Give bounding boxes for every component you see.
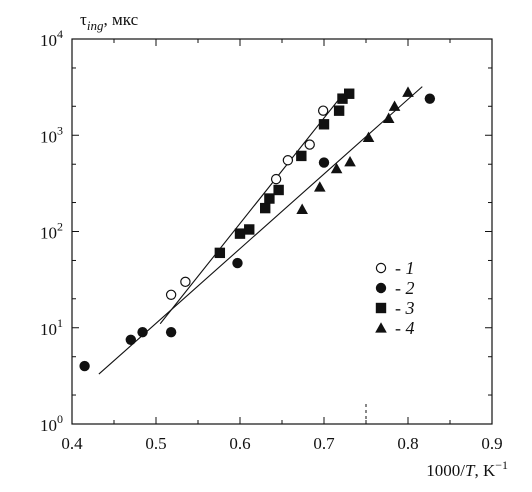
legend-label-1: - 1 [395, 258, 415, 278]
series-2-point [232, 257, 243, 269]
series-3-point [260, 202, 271, 214]
series-2-point [125, 334, 136, 345]
legend-marker-2 [375, 282, 387, 294]
series-1-point [165, 289, 177, 300]
axis-ticks [71, 38, 493, 425]
series-4-point [344, 155, 356, 167]
series-4-point [388, 100, 401, 111]
series-3-point [264, 193, 275, 204]
series-1-point [282, 155, 294, 166]
data-points [79, 86, 436, 372]
series-3-point [296, 150, 307, 162]
series-3-point [337, 93, 348, 104]
legend-marker-4 [375, 322, 387, 333]
series-3-point [234, 228, 246, 239]
x-tick-label: 0.7 [313, 434, 335, 453]
axis-tick-labels: 0.4 0.5 0.6 0.7 0.8 0.9 100 101 102 103 104 [40, 27, 503, 453]
legend-marker-1 [375, 262, 387, 274]
fit-1-3-line [159, 93, 344, 325]
y-tick-label: 100 [40, 412, 63, 435]
legend-label-2: - 2 [395, 278, 415, 298]
y-tick-label: 103 [40, 123, 63, 146]
series-2-point [318, 157, 330, 168]
x-axis-title: 1000/T, K−1 [426, 458, 508, 480]
series-1-point [180, 276, 191, 288]
series-1-point [304, 139, 315, 150]
series-4-point [402, 86, 414, 97]
series-3-point [244, 224, 255, 235]
series-4-point [314, 181, 326, 192]
x-tick-label: 0.8 [397, 434, 418, 453]
series-3-point [333, 105, 345, 116]
series-3-point [214, 247, 226, 259]
axis-titles: τing, мкс 1000/T, K−1 [80, 10, 508, 480]
x-tick-label: 0.9 [481, 434, 502, 453]
series-3-point [344, 88, 355, 99]
x-tick-label: 0.5 [145, 434, 166, 453]
x-tick-label: 0.4 [61, 434, 83, 453]
series-2-point [165, 326, 177, 338]
x-tick-label: 0.6 [229, 434, 250, 453]
legend-marker-3 [375, 302, 387, 314]
series-2-point [79, 360, 90, 372]
y-axis-title: τing, мкс [80, 10, 139, 33]
series-2-point [137, 326, 148, 338]
series-4-point [362, 131, 375, 143]
y-tick-label: 101 [40, 316, 63, 339]
y-tick-label: 102 [40, 220, 63, 243]
series-3-point [273, 184, 284, 196]
series-2-point [424, 93, 436, 104]
series-1-point [317, 105, 329, 116]
y-tick-label: 104 [40, 27, 63, 50]
series-4-point [330, 162, 343, 174]
legend-label-4: - 4 [395, 318, 415, 338]
legend-label-3: - 3 [395, 298, 415, 318]
legend: - 1- 2- 3- 4 [375, 258, 415, 338]
series-4-point [382, 112, 395, 123]
series-3-point [318, 119, 330, 130]
series-1-point [270, 173, 282, 185]
series-4-point [296, 203, 308, 214]
